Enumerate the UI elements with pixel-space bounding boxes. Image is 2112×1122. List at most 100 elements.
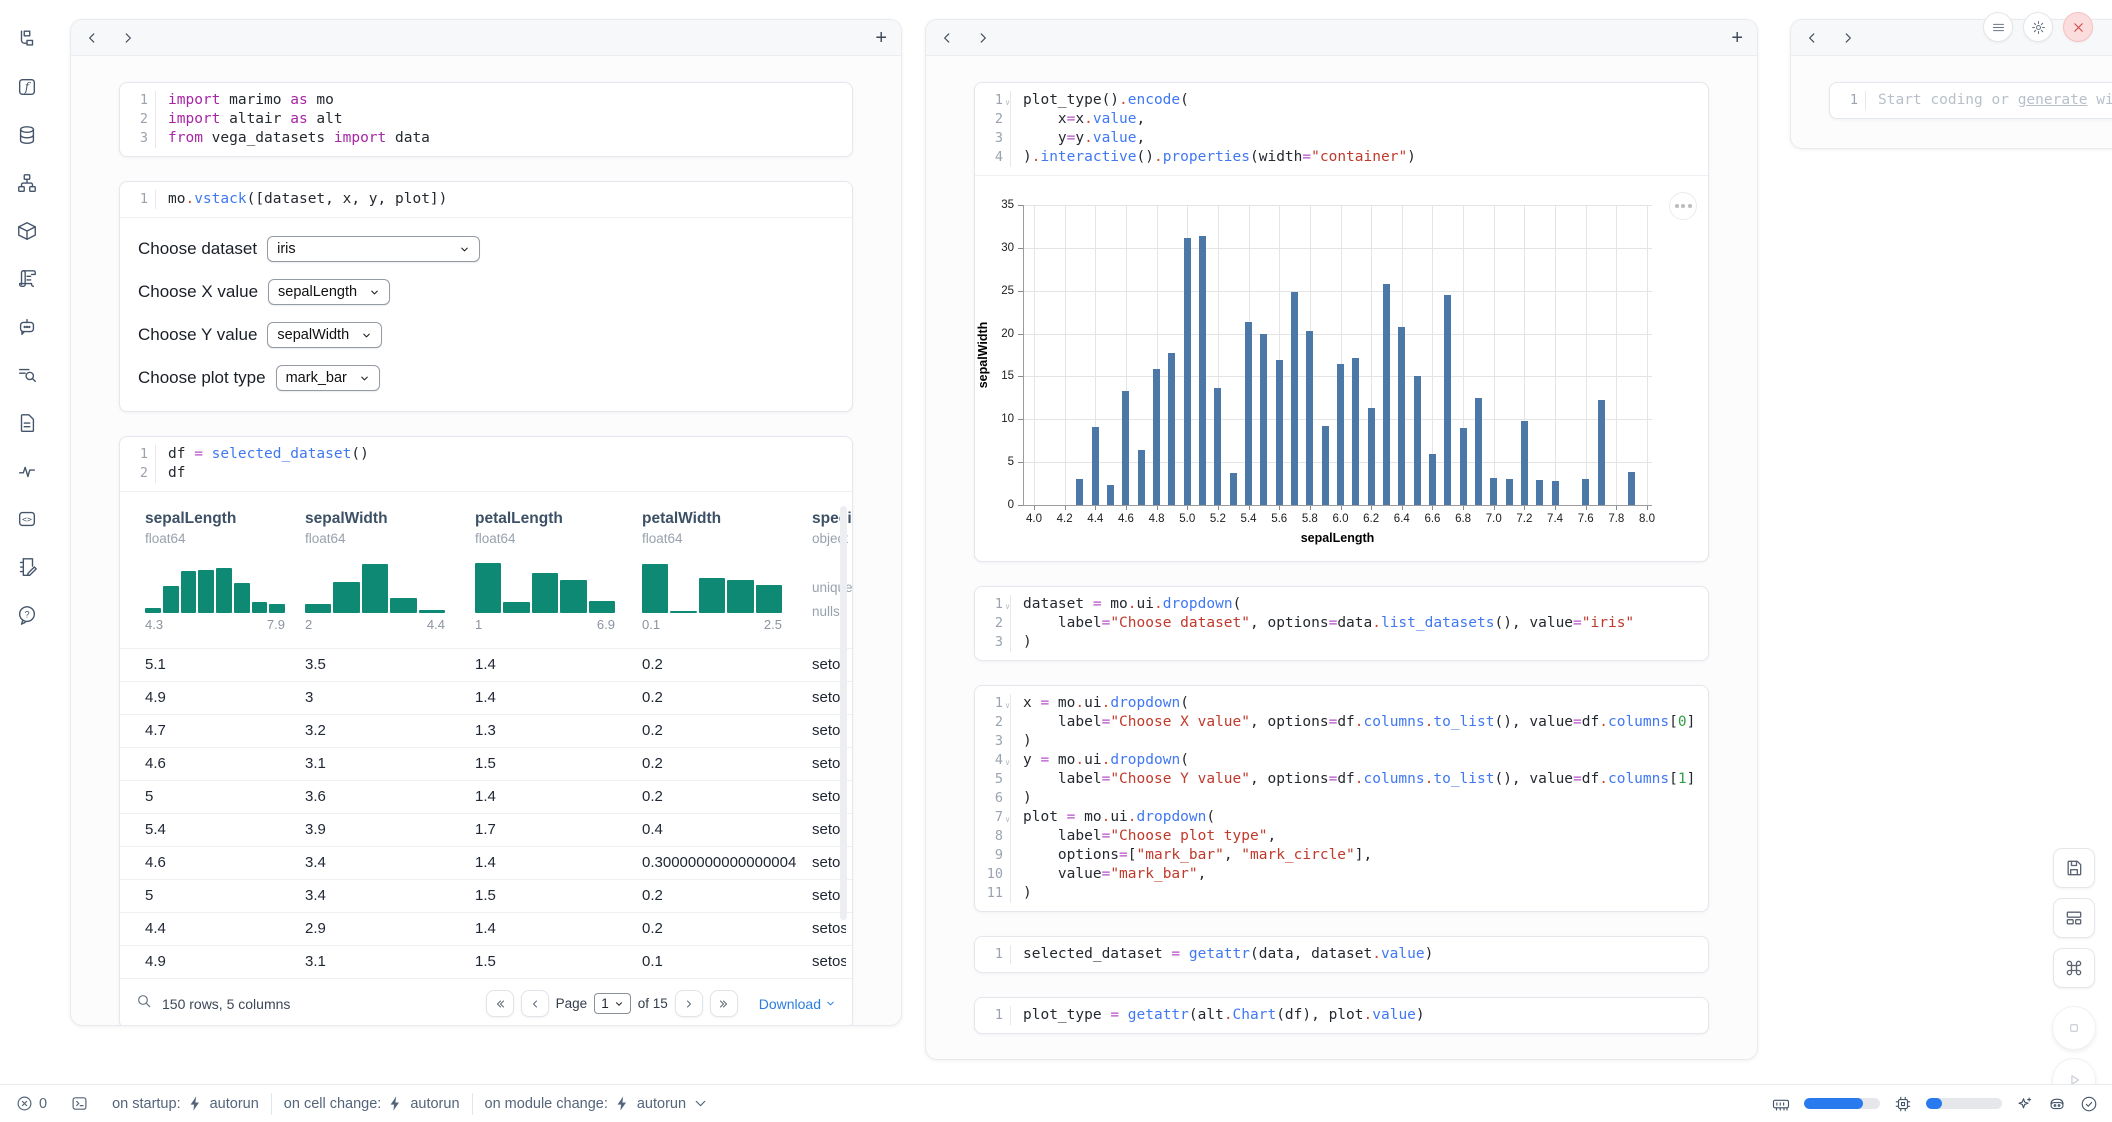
table-column-header[interactable]: speciesobjectunique:nulls: bbox=[812, 510, 852, 619]
dropdown-select[interactable]: sepalLength bbox=[268, 279, 391, 305]
documentation-icon[interactable] bbox=[16, 412, 38, 434]
code-line[interactable]: 1 mo.vstack([dataset, x, y, plot]) bbox=[120, 190, 852, 209]
code-line[interactable]: 2 label="Choose dataset", options=data.l… bbox=[975, 614, 1708, 633]
code-cell-xy-plot-dropdowns[interactable]: 1 ∨ x = mo.ui.dropdown(2 label="Choose X v… bbox=[974, 685, 1709, 912]
fold-chevron-icon[interactable]: ∨ bbox=[1005, 701, 1010, 710]
column-next-icon[interactable] bbox=[121, 31, 135, 45]
code-cell-plot[interactable]: 1 ∨ plot_type().encode(2 x=x.value, 3 y=y.v… bbox=[974, 82, 1709, 562]
column-prev-icon[interactable] bbox=[85, 31, 99, 45]
code-line[interactable]: 3) bbox=[975, 633, 1708, 652]
table-column-header[interactable]: sepalLength float64 4.3 7.9 bbox=[145, 510, 285, 632]
table-scrollbar[interactable] bbox=[840, 506, 847, 920]
table-column-header[interactable]: sepalWidth float64 2 4.4 bbox=[305, 510, 446, 632]
code-line[interactable]: 4 ∨ y = mo.ui.dropdown( bbox=[975, 751, 1708, 770]
column-histogram[interactable] bbox=[475, 559, 616, 613]
code-line[interactable]: 2 import altair as alt bbox=[120, 110, 852, 129]
connection-status-icon[interactable] bbox=[2080, 1095, 2098, 1113]
on-cell-change-setting[interactable]: on cell change: autorun bbox=[272, 1095, 472, 1112]
settings-button[interactable] bbox=[2023, 12, 2053, 42]
next-page-button[interactable] bbox=[674, 990, 703, 1017]
keyboard-shortcuts-button[interactable] bbox=[2053, 948, 2095, 988]
fold-chevron-icon[interactable]: ∨ bbox=[1005, 758, 1010, 767]
code-line[interactable]: 1 selected_dataset = getattr(data, datase… bbox=[975, 945, 1708, 964]
column-next-icon[interactable] bbox=[1841, 31, 1855, 45]
packages-icon[interactable] bbox=[16, 220, 38, 242]
table-row[interactable]: 4.9 3 1.4 0.2 setosa bbox=[120, 681, 852, 714]
ai-sparkles-icon[interactable] bbox=[2016, 1095, 2034, 1113]
search-icon[interactable] bbox=[136, 993, 152, 1014]
code-line[interactable]: 1 df = selected_dataset() bbox=[120, 445, 852, 464]
code-cell-dataset-dropdown[interactable]: 1 ∨ dataset = mo.ui.dropdown(2 label="Choo… bbox=[974, 586, 1709, 661]
dropdown-select[interactable]: sepalWidth bbox=[267, 322, 383, 348]
variables-icon[interactable]: f bbox=[16, 76, 38, 98]
dropdown-select[interactable]: iris bbox=[267, 236, 481, 262]
dropdown-select[interactable]: mark_bar bbox=[275, 365, 380, 391]
cpu-usage-meter[interactable] bbox=[1926, 1098, 2002, 1109]
code-line[interactable]: 1 import marimo as mo bbox=[120, 91, 852, 110]
column-next-icon[interactable] bbox=[976, 31, 990, 45]
page-select[interactable]: 1 bbox=[594, 993, 631, 1014]
download-button[interactable]: Download bbox=[759, 996, 836, 1012]
stop-button[interactable] bbox=[2052, 1006, 2096, 1050]
table-row[interactable]: 4.7 3.2 1.3 0.2 setosa bbox=[120, 714, 852, 747]
save-button[interactable] bbox=[2053, 848, 2095, 888]
table-column-header[interactable]: petalWidth float64 0.1 2.5 bbox=[642, 510, 783, 632]
code-line[interactable]: 2 label="Choose X value", options=df.col… bbox=[975, 713, 1708, 732]
table-column-header[interactable]: petalLength float64 1 6.9 bbox=[475, 510, 616, 632]
table-row[interactable]: 5 3.4 1.5 0.2 setosa bbox=[120, 879, 852, 912]
code-line[interactable]: 1 ∨ dataset = mo.ui.dropdown( bbox=[975, 595, 1708, 614]
fold-chevron-icon[interactable]: ∨ bbox=[1005, 815, 1010, 824]
column-histogram[interactable] bbox=[642, 559, 783, 613]
table-row[interactable]: 4.9 3.1 1.5 0.1 setosa bbox=[120, 945, 852, 978]
code-line[interactable]: 10 value="mark_bar", bbox=[975, 865, 1708, 884]
code-cell-selected-dataset[interactable]: 1 selected_dataset = getattr(data, datase… bbox=[974, 936, 1709, 973]
code-line[interactable]: 8 label="Choose plot type", bbox=[975, 827, 1708, 846]
help-icon[interactable]: ? bbox=[16, 604, 38, 626]
code-cell-vstack[interactable]: 1 mo.vstack([dataset, x, y, plot]) Choose… bbox=[119, 181, 853, 412]
code-line[interactable]: 4).interactive().properties(width="conta… bbox=[975, 148, 1708, 167]
code-line[interactable]: 2 df bbox=[120, 464, 852, 483]
layout-button[interactable] bbox=[2053, 898, 2095, 938]
chat-icon[interactable] bbox=[16, 316, 38, 338]
table-row[interactable]: 5 3.6 1.4 0.2 setosa bbox=[120, 780, 852, 813]
code-line[interactable]: 5 label="Choose Y value", options=df.col… bbox=[975, 770, 1708, 789]
datasources-icon[interactable] bbox=[16, 124, 38, 146]
fold-chevron-icon[interactable]: ∨ bbox=[1005, 98, 1010, 107]
ram-usage-meter[interactable] bbox=[1804, 1098, 1880, 1109]
code-line[interactable]: 9 options=["mark_bar", "mark_circle"], bbox=[975, 846, 1708, 865]
last-page-button[interactable] bbox=[709, 990, 738, 1017]
code-line[interactable]: 1 ∨ x = mo.ui.dropdown( bbox=[975, 694, 1708, 713]
column-histogram[interactable] bbox=[145, 559, 285, 613]
code-line[interactable]: 11) bbox=[975, 884, 1708, 903]
fold-chevron-icon[interactable]: ∨ bbox=[1005, 602, 1010, 611]
column-prev-icon[interactable] bbox=[1805, 31, 1819, 45]
table-row[interactable]: 4.6 3.1 1.5 0.2 setosa bbox=[120, 747, 852, 780]
snippets-icon[interactable]: <> bbox=[16, 508, 38, 530]
code-line[interactable]: 3 y=y.value, bbox=[975, 129, 1708, 148]
menu-button[interactable] bbox=[1983, 12, 2013, 42]
on-module-change-setting[interactable]: on module change: autorun bbox=[473, 1095, 722, 1112]
terminal-button[interactable] bbox=[59, 1095, 100, 1112]
table-row[interactable]: 4.6 3.4 1.4 0.30000000000000004 setosa bbox=[120, 846, 852, 879]
column-histogram[interactable] bbox=[305, 559, 446, 613]
prev-page-button[interactable] bbox=[520, 990, 549, 1017]
code-line[interactable]: 6) bbox=[975, 789, 1708, 808]
code-cell-dataframe[interactable]: 1 df = selected_dataset() 2 df sepalLength f… bbox=[119, 436, 853, 1025]
altair-bar-chart[interactable]: 4.0 4.2 4.4 4.6 4.8 5.0 5.2 5.4 5.6 5.8 6.0 6.2 6.4 6… bbox=[976, 199, 1655, 545]
code-line[interactable]: 3 from vega_datasets import data bbox=[120, 129, 852, 148]
tracing-icon[interactable] bbox=[16, 460, 38, 482]
file-tree-icon[interactable] bbox=[16, 28, 38, 50]
add-cell-button[interactable]: + bbox=[1731, 26, 1743, 49]
code-line[interactable]: 7 ∨ plot = mo.ui.dropdown( bbox=[975, 808, 1708, 827]
shutdown-button[interactable] bbox=[2063, 12, 2093, 42]
dependency-graph-icon[interactable] bbox=[16, 172, 38, 194]
notebook-icon[interactable] bbox=[16, 556, 38, 578]
table-row[interactable]: 5.1 3.5 1.4 0.2 setosa bbox=[120, 648, 852, 681]
on-startup-setting[interactable]: on startup: autorun bbox=[100, 1095, 271, 1112]
code-line[interactable]: 1 ∨ plot_type().encode( bbox=[975, 91, 1708, 110]
table-row[interactable]: 5.4 3.9 1.7 0.4 setosa bbox=[120, 813, 852, 846]
code-cell-imports[interactable]: 1 import marimo as mo 2 import altair as al… bbox=[119, 82, 853, 157]
logs-icon[interactable] bbox=[16, 268, 38, 290]
table-row[interactable]: 4.4 2.9 1.4 0.2 setosa bbox=[120, 912, 852, 945]
add-cell-button[interactable]: + bbox=[875, 26, 887, 49]
